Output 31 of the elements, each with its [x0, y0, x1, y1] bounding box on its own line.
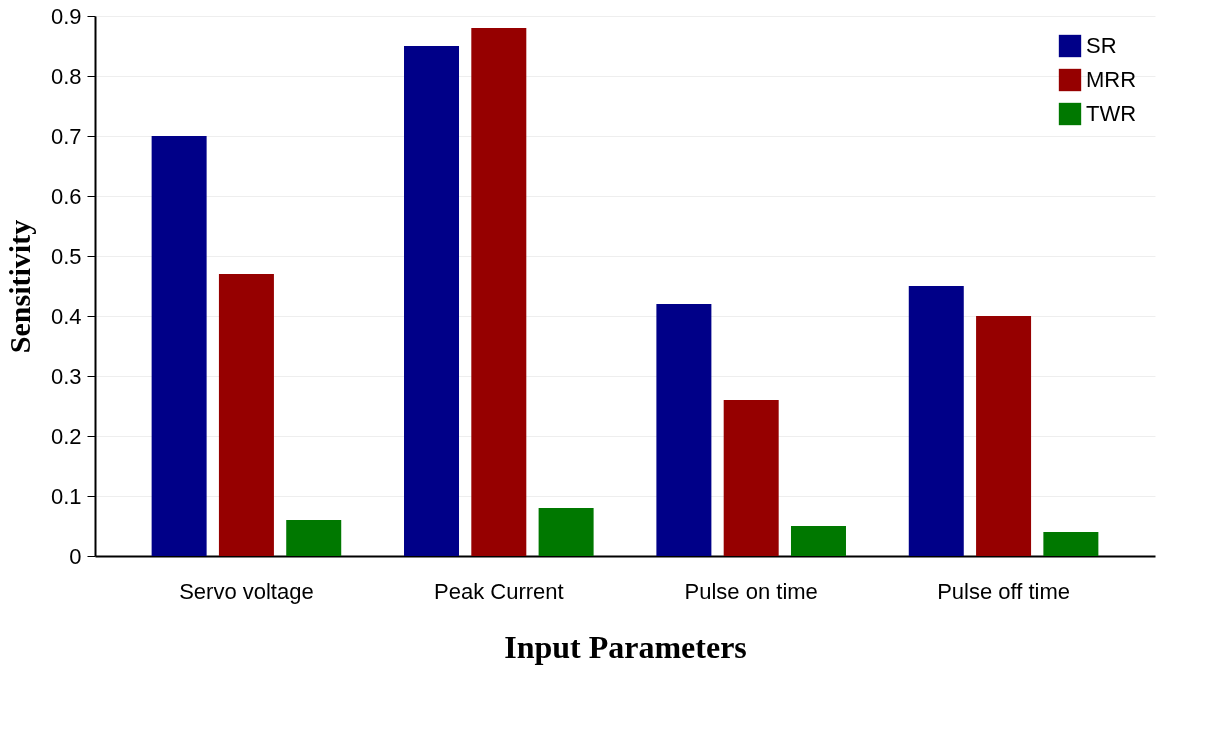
bar — [790, 526, 846, 556]
bar — [538, 508, 594, 556]
y-tick-label: 0.9 — [50, 3, 82, 29]
bar — [286, 520, 342, 556]
y-tick-label: 0 — [69, 543, 82, 569]
bar — [218, 274, 274, 556]
y-tick-label: 0.3 — [50, 363, 82, 389]
bar — [976, 316, 1032, 556]
y-tick-label: 0.8 — [50, 63, 82, 89]
bar — [1043, 532, 1099, 556]
bar — [908, 286, 964, 556]
legend-label: MRR — [1086, 67, 1137, 92]
y-tick-label: 0.4 — [50, 303, 82, 329]
bar — [404, 46, 460, 556]
y-tick-label: 0.7 — [50, 123, 82, 149]
legend-label: TWR — [1086, 101, 1137, 126]
x-axis-title: Input Parameters — [504, 628, 747, 665]
bar — [656, 304, 712, 556]
y-tick-label: 0.2 — [50, 423, 82, 449]
y-axis-title: Sensitivity — [2, 219, 36, 354]
x-tick-label: Servo voltage — [179, 578, 314, 604]
bar — [151, 136, 207, 556]
y-tick-label: 0.6 — [50, 183, 82, 209]
y-tick-label: 0.1 — [50, 483, 82, 509]
legend-label: SR — [1086, 33, 1117, 58]
x-tick-label: Pulse off time — [937, 578, 1071, 604]
y-tick-label: 0.5 — [50, 243, 82, 269]
x-tick-label: Pulse on time — [684, 578, 818, 604]
bar — [471, 28, 527, 556]
bar — [723, 400, 779, 556]
x-tick-label: Peak Current — [434, 578, 564, 604]
